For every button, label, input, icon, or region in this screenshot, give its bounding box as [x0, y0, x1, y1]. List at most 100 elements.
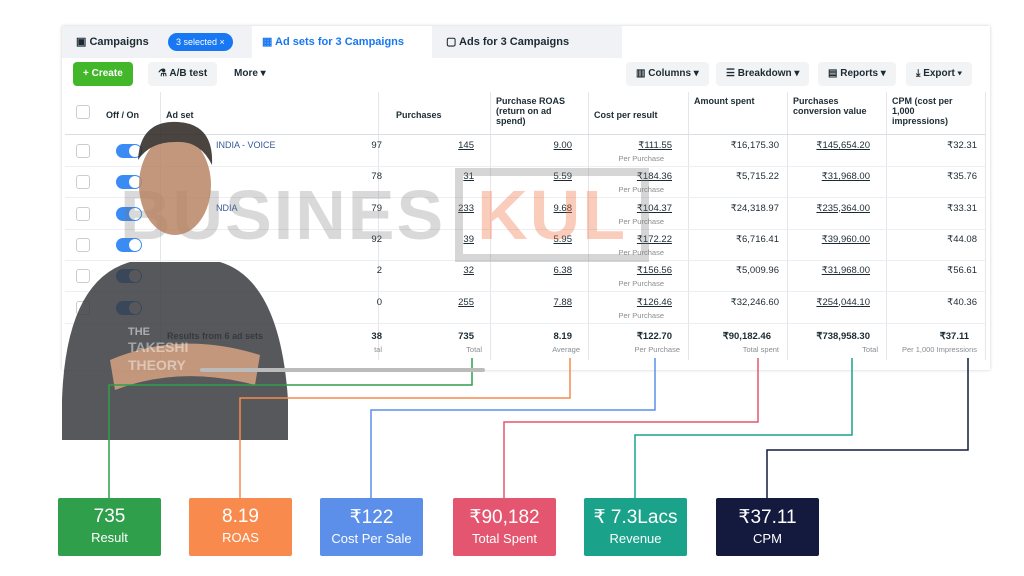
toggle-knob: [129, 176, 141, 189]
cell: ₹5,715.22: [735, 171, 779, 183]
button-label: Breakdown: [737, 68, 792, 79]
checkbox[interactable]: [76, 206, 90, 221]
checkbox[interactable]: [76, 144, 90, 158]
callout: ₹90,182 Total Spent: [453, 498, 556, 556]
cell: ₹44.08: [947, 233, 977, 245]
cell: ₹126.46: [636, 296, 672, 308]
cell: 735: [458, 330, 474, 342]
cell: 97: [371, 140, 382, 151]
tab[interactable]: ▦ Ad sets for 3 Campaigns: [262, 36, 405, 48]
cell-note: Per Purchase: [618, 279, 664, 289]
row-line: [65, 322, 985, 324]
toggle-knob: [129, 207, 141, 220]
callout: 8.19 ROAS: [189, 498, 292, 556]
column-divider: [378, 92, 379, 360]
cell: ₹32,246.60: [730, 296, 779, 308]
button-label: Export: [923, 68, 955, 79]
column-divider: [688, 92, 689, 360]
tab-label: Campaigns: [89, 36, 149, 48]
checkbox[interactable]: [76, 105, 90, 119]
cell: ₹40.36: [947, 296, 977, 308]
column-header: Purchase ROAS (return on ad spend): [496, 96, 566, 126]
button-label: A/B test: [169, 68, 208, 79]
callout-label: Revenue: [609, 531, 662, 546]
callout-label: ROAS: [222, 530, 259, 545]
cell: 7.88: [553, 296, 573, 308]
column-divider: [886, 92, 887, 360]
tab[interactable]: ▢ Ads for 3 Campaigns: [446, 36, 570, 48]
checkbox[interactable]: [76, 175, 90, 190]
button-label: Create: [91, 68, 123, 79]
cell: 5.59: [553, 171, 573, 183]
cell: ₹35.76: [947, 171, 977, 183]
adset-name[interactable]: NDIA: [216, 202, 238, 213]
column-header: Amount spent: [694, 96, 755, 106]
row-line: [65, 291, 985, 293]
button-label: Columns: [648, 68, 692, 79]
cell: ₹31,968.00: [821, 265, 870, 277]
column-divider: [588, 92, 589, 360]
callout: ₹122 Cost Per Sale: [320, 498, 423, 556]
overlay-text: THEORY: [128, 357, 186, 373]
cell: ₹37.11: [939, 330, 969, 342]
tab-label: Ads for 3 Campaigns: [459, 36, 570, 48]
header-line: [65, 134, 985, 135]
tab-active-bg: [252, 26, 432, 58]
button-label: More: [234, 68, 258, 79]
checkbox[interactable]: [76, 237, 90, 252]
tab-label: Ad sets for 3 Campaigns: [275, 36, 405, 48]
toggle-knob: [129, 145, 141, 157]
cell: 8.19: [553, 330, 573, 342]
callout: ₹37.11 CPM: [716, 498, 819, 556]
cell-note: Per Purchase: [618, 247, 664, 257]
cell: ₹90,182.46: [722, 330, 771, 342]
callout-value: ₹37.11: [738, 507, 797, 528]
overlay-text: THE: [128, 326, 150, 338]
checkbox[interactable]: [76, 269, 90, 284]
tab[interactable]: ▣ Campaigns: [76, 36, 149, 48]
cell-note: Total: [862, 344, 878, 354]
cell: 145: [458, 140, 474, 151]
cell: 9.00: [553, 140, 573, 151]
create-button[interactable]: + Create: [73, 62, 133, 86]
cell-note: Per Purchase: [618, 310, 664, 320]
overlay-text: TAKESHI: [128, 339, 188, 355]
callout-label: Cost Per Sale: [331, 531, 412, 546]
cell-note: tal: [374, 344, 382, 354]
column-divider: [787, 92, 788, 360]
adset-name[interactable]: INDIA - VOICE: [216, 140, 276, 150]
callout-label: Result: [91, 530, 128, 545]
column-header: Cost per result: [594, 110, 658, 120]
cell-note: Total: [466, 344, 482, 354]
ab-button[interactable]: ⚗ A/B test: [148, 62, 218, 86]
selection-chip[interactable]: 3 selected ×: [168, 33, 233, 51]
callout-label: Total Spent: [471, 531, 538, 546]
cell: ₹56.61: [947, 265, 977, 277]
cell: ₹184.36: [636, 171, 672, 183]
callout-value: ₹ 7.3Lacs: [593, 507, 678, 528]
row-line: [65, 259, 985, 261]
watermark-text: KUL: [455, 168, 650, 262]
cell: ₹122.70: [636, 330, 672, 342]
cell-note: Average: [552, 344, 580, 354]
cell: 255: [458, 296, 474, 308]
more-button[interactable]: More ▾: [234, 68, 266, 79]
breakdown-button[interactable]: ☰ Breakdown ▾: [716, 62, 810, 86]
cell: 92: [371, 233, 382, 245]
scrollbar: [200, 368, 485, 372]
column-divider: [490, 92, 491, 360]
callout-value: ₹122: [349, 507, 394, 528]
column-header: Purchases conversion value: [793, 96, 867, 116]
cell: ₹172.22: [636, 233, 672, 245]
export-button[interactable]: ⤓ Export ▾: [906, 62, 972, 86]
cell: ₹5,009.96: [735, 265, 779, 277]
reports-button[interactable]: ▤ Reports ▾: [818, 62, 896, 86]
columns-button[interactable]: ▥ Columns ▾: [626, 62, 709, 86]
cell-note: Per Purchase: [618, 185, 664, 195]
button-label: Reports: [840, 68, 879, 79]
column-header: CPM (cost per 1,000 impressions): [892, 96, 953, 126]
cell-note: Per Purchase: [618, 216, 664, 226]
column-header: Ad set: [166, 110, 194, 120]
connector: [634, 358, 853, 498]
